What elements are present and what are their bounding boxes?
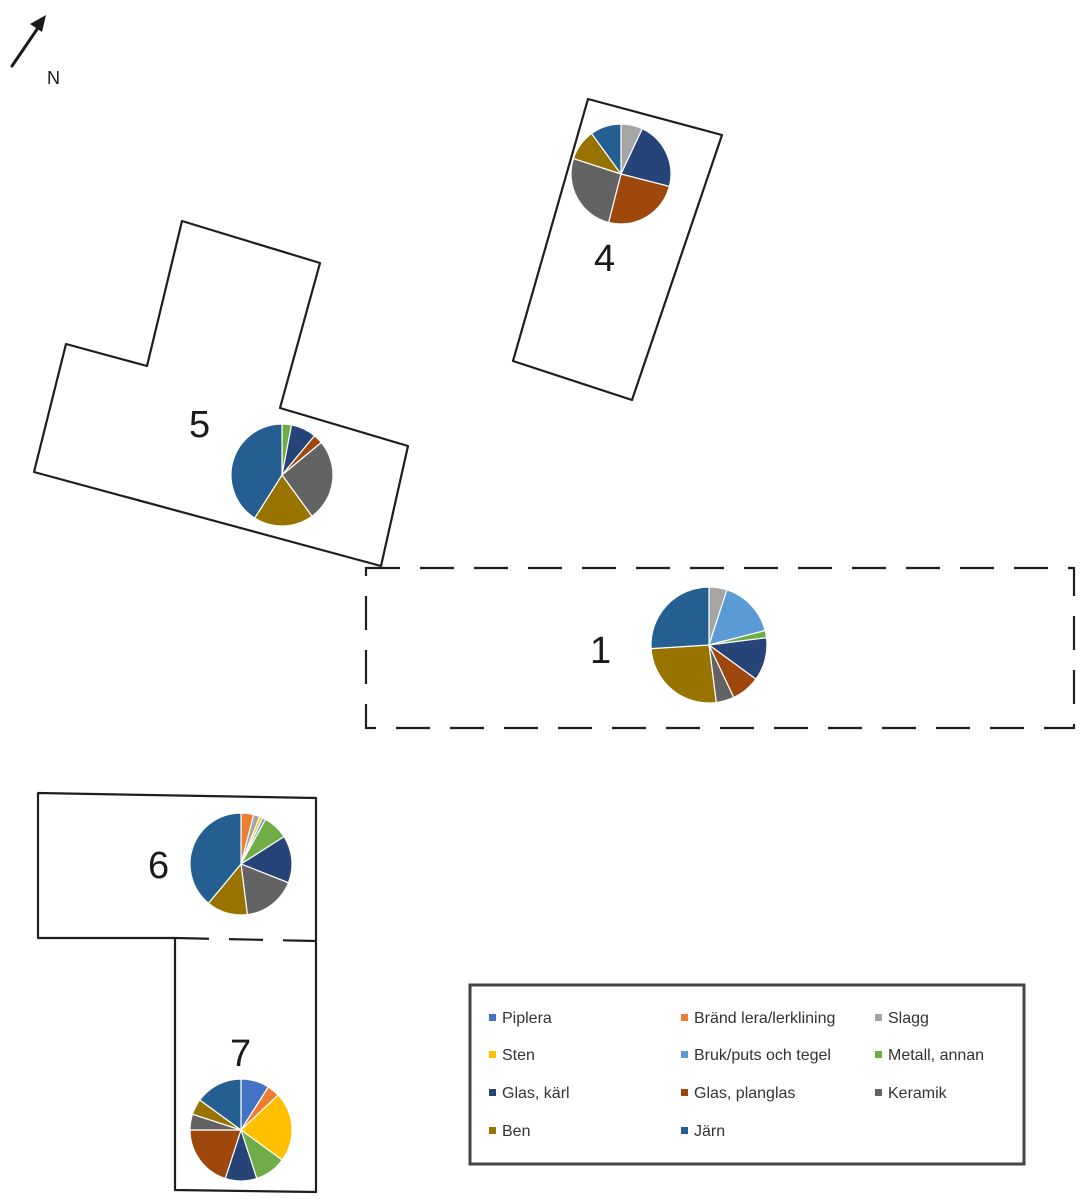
building-label-5: 5: [189, 404, 210, 446]
pie-slice-6-jarn: [189, 812, 242, 905]
legend-label-ben: Ben: [502, 1123, 530, 1140]
pie-slice-4-keramik: [570, 157, 622, 224]
pie-slice-1-ben: [650, 644, 717, 704]
legend-label-sten: Sten: [502, 1047, 535, 1064]
pie-slice-6-keramik: [240, 863, 290, 916]
pie-slice-4-glas-karl: [620, 127, 672, 188]
legend-items: Piplera Bränd lera/lerklining Slagg Sten Bru…: [489, 1010, 984, 1140]
building-5-outline: [32, 219, 410, 568]
pie-slice-6-glas-karl: [239, 835, 293, 884]
pie-chart-building-5: [230, 423, 334, 527]
pie-slice-7-glas-planglas: [189, 1129, 242, 1180]
legend-swatch-jarn: [681, 1127, 688, 1134]
legend-label-glas-karl: Glas, kärl: [502, 1085, 570, 1102]
pie-chart-building-6: [189, 812, 293, 916]
north-arrow-shaft: [10, 20, 44, 68]
legend-swatch-glas-karl: [489, 1089, 496, 1096]
pie-slice-7-jarn: [198, 1078, 242, 1132]
legend-label-metall-annan: Metall, annan: [888, 1047, 984, 1064]
north-label: N: [47, 68, 60, 88]
north-arrow-icon: [30, 15, 46, 32]
building-6-outline: [36, 791, 318, 941]
pie-chart-building-1: [650, 586, 768, 704]
legend-frame: [468, 983, 1026, 1166]
legend-swatch-brand-lera-lerklining: [681, 1014, 688, 1021]
legend-label-glas-planglas: Glas, planglas: [694, 1085, 795, 1102]
pie-chart-building-4: [570, 123, 672, 225]
pie-slice-7-sten: [240, 1094, 293, 1161]
pie-slice-5-ben: [253, 473, 313, 527]
building-label-4: 4: [594, 238, 615, 280]
legend-swatch-metall-annan: [875, 1051, 882, 1058]
pie-slice-4-glas-planglas: [607, 173, 671, 225]
pie-slice-4-jarn: [590, 123, 622, 176]
legend: Piplera Bränd lera/lerklining Slagg Sten Bru…: [468, 983, 1026, 1166]
building-label-6: 6: [148, 845, 169, 887]
legend-swatch-ben: [489, 1127, 496, 1134]
pie-slice-1-jarn: [650, 586, 710, 650]
building-label-7: 7: [230, 1033, 251, 1075]
pie-slice-1-bruk-puts-och-tegel: [708, 589, 766, 646]
north-arrow: N: [10, 15, 60, 88]
legend-swatch-keramik: [875, 1089, 882, 1096]
legend-swatch-sten: [489, 1051, 496, 1058]
legend-swatch-piplera: [489, 1014, 496, 1021]
pie-slice-5-keramik: [281, 441, 334, 518]
legend-label-bruk-puts-och-tegel: Bruk/puts och tegel: [694, 1047, 831, 1064]
legend-label-brand-lera-lerklining: Bränd lera/lerklining: [694, 1010, 835, 1027]
legend-label-slagg: Slagg: [888, 1010, 929, 1027]
legend-label-jarn: Järn: [694, 1123, 725, 1140]
pie-chart-building-7: [189, 1078, 293, 1182]
legend-label-piplera: Piplera: [502, 1010, 552, 1027]
legend-label-keramik: Keramik: [888, 1085, 948, 1102]
pie-slice-5-jarn: [230, 423, 283, 519]
building-6-7-divider: [174, 936, 317, 943]
legend-swatch-glas-planglas: [681, 1089, 688, 1096]
legend-swatch-bruk-puts-och-tegel: [681, 1051, 688, 1058]
building-label-1: 1: [590, 630, 611, 672]
building-7-outline: [173, 938, 318, 1194]
building-4-outline: [511, 97, 724, 402]
legend-swatch-slagg: [875, 1014, 882, 1021]
building-1-outline: [364, 566, 1076, 730]
